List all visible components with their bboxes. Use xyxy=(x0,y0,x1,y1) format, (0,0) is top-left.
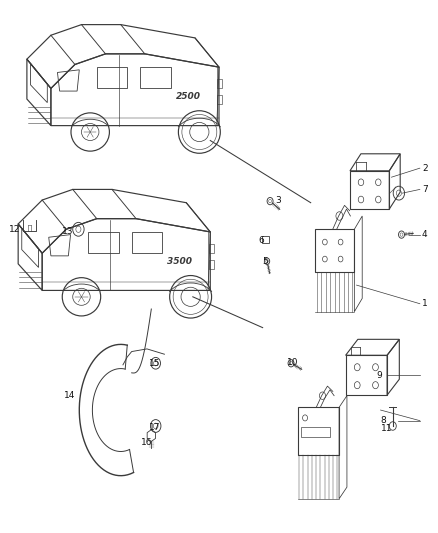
Text: 16: 16 xyxy=(141,439,153,448)
Text: 2500: 2500 xyxy=(176,92,201,101)
Text: 12: 12 xyxy=(10,225,21,234)
Text: 6: 6 xyxy=(258,237,264,246)
Text: 14: 14 xyxy=(64,391,75,400)
Text: 8: 8 xyxy=(381,416,386,425)
Text: 1: 1 xyxy=(422,299,428,308)
Text: 3: 3 xyxy=(276,196,282,205)
Text: 10: 10 xyxy=(287,358,298,367)
Text: 7: 7 xyxy=(422,185,428,194)
Text: 11: 11 xyxy=(381,424,392,433)
Text: 3500: 3500 xyxy=(167,257,192,265)
Text: 13: 13 xyxy=(62,227,73,236)
Text: 5: 5 xyxy=(263,257,268,265)
Text: 4: 4 xyxy=(422,230,427,239)
Text: 9: 9 xyxy=(376,371,382,380)
Text: 2: 2 xyxy=(422,164,427,173)
Text: 17: 17 xyxy=(149,423,161,432)
Text: 15: 15 xyxy=(149,359,161,368)
